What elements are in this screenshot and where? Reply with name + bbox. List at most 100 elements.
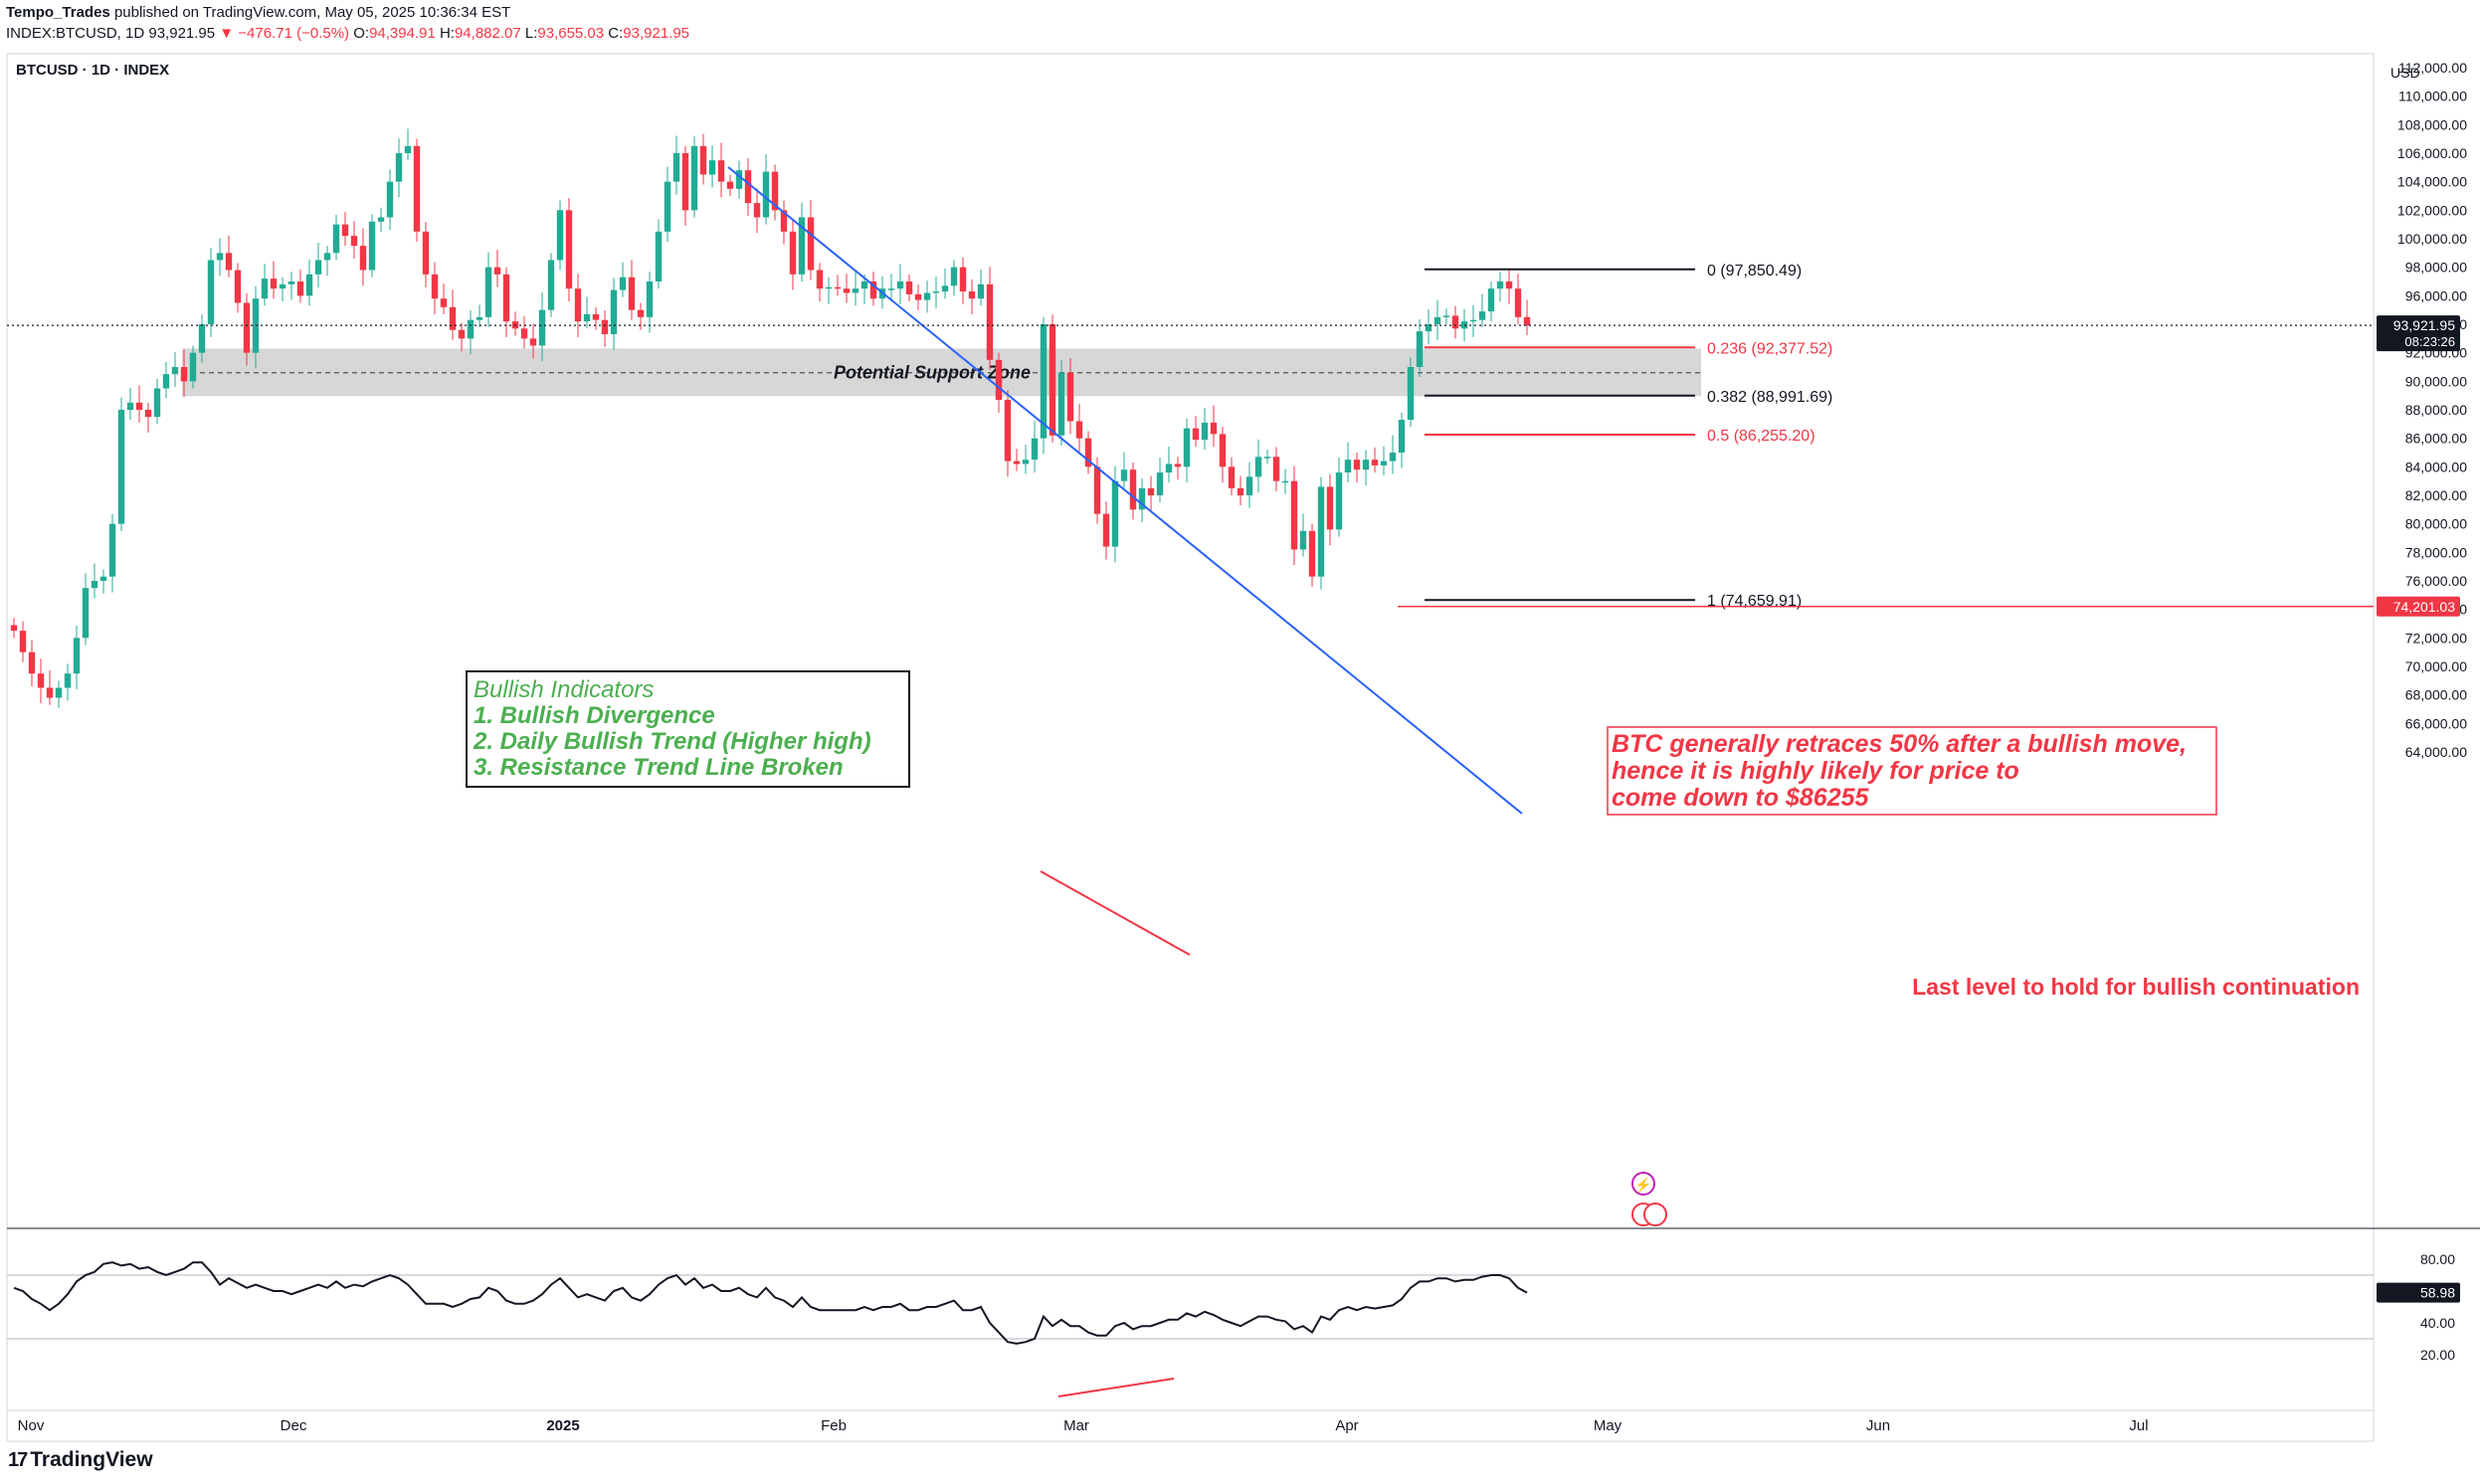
price-tick-label: 86,000.00 (2405, 431, 2467, 447)
high-value: 94,882.07 (454, 25, 521, 42)
candle-body (1174, 464, 1182, 467)
candle-body (458, 329, 466, 339)
candle-body (189, 352, 197, 382)
tradingview-logo-text: TradingView (30, 1448, 153, 1471)
price-tick-label: 64,000.00 (2405, 744, 2467, 760)
time-tick-label: 2025 (546, 1417, 579, 1434)
candle-body (350, 236, 358, 247)
candle-body (19, 631, 27, 652)
rsi-value-badge (2377, 1282, 2460, 1303)
fib-level-label: 1 (74,659.91) (1707, 593, 1802, 610)
current-price-badge (2377, 315, 2460, 352)
price-tick-label: 78,000.00 (2405, 544, 2467, 560)
candle-body (843, 288, 851, 293)
candle-body (717, 160, 725, 182)
last-level-note: Last level to hold for bullish continuat… (1912, 974, 2360, 1000)
candle-body (628, 277, 636, 310)
candle-body (923, 292, 931, 300)
candle-body (1210, 422, 1218, 435)
candle-body (869, 281, 877, 299)
candle-body (386, 181, 394, 218)
countdown-label: 08:23:26 (2404, 334, 2455, 349)
time-tick-label: May (1594, 1417, 1622, 1434)
candle-body (1156, 472, 1164, 495)
candle-body (583, 313, 591, 322)
candle-body (126, 402, 134, 410)
candle-body (413, 145, 421, 232)
us-event-icon (1643, 1203, 1667, 1226)
candle-body (1308, 530, 1316, 577)
candle-body (216, 253, 224, 261)
candle-body (905, 281, 913, 294)
candle-body (547, 260, 555, 310)
bullish-indicator-text: Bullish Indicators (474, 676, 654, 703)
candle-body (1111, 480, 1119, 547)
candle-body (440, 298, 448, 307)
candle-body (82, 588, 90, 639)
price-tick-label: 104,000.00 (2397, 174, 2467, 190)
candle-body (601, 319, 609, 335)
candle-body (1102, 513, 1110, 547)
candle-body (46, 687, 54, 698)
candle-body (914, 293, 922, 300)
candle-body (91, 581, 98, 589)
candle-body (243, 302, 251, 353)
candle-body (1084, 438, 1092, 467)
price-tick-label: 76,000.00 (2405, 573, 2467, 589)
candle-body (1299, 530, 1307, 550)
candle-body (1433, 316, 1441, 324)
chart-title[interactable]: BTCUSD · 1D · INDEX (16, 62, 170, 79)
candle-body (789, 231, 797, 275)
candle-body (834, 286, 842, 289)
symbol-line: INDEX:BTCUSD, 1D (6, 25, 145, 42)
candle-body (726, 181, 734, 189)
current-price-label: 93,921.95 (2393, 317, 2455, 333)
candle-body (180, 367, 188, 382)
high-label: H: (439, 25, 455, 42)
candle-body (1371, 460, 1379, 465)
candle-body (1093, 466, 1101, 514)
price-tick-label: 80,000.00 (2405, 516, 2467, 532)
candle-body (368, 221, 376, 271)
candle-body (807, 217, 815, 271)
candle-body (896, 281, 904, 289)
candle-body (1022, 460, 1030, 464)
rsi-tick-label: 40.00 (2420, 1315, 2455, 1331)
time-tick-label: Apr (1335, 1417, 1358, 1434)
price-tick-label: 72,000.00 (2405, 630, 2467, 646)
candle-body (860, 281, 868, 289)
price-tick-label: 100,000.00 (2397, 231, 2467, 247)
candle-body (1487, 288, 1495, 312)
candle-body (37, 673, 45, 688)
candle-body (664, 181, 671, 232)
last-price: 93,921.95 (148, 25, 216, 42)
price-tick-label: 68,000.00 (2405, 687, 2467, 703)
open-value: 94,394.91 (369, 25, 436, 42)
candle-body (852, 288, 859, 293)
tradingview-logo[interactable]: 17 TradingView (8, 1448, 153, 1472)
candle-body (619, 277, 627, 290)
price-tick-label: 108,000.00 (2397, 116, 2467, 132)
candle-body (995, 359, 1003, 400)
candle-body (108, 523, 116, 577)
candle-body (1281, 480, 1289, 483)
candle-body (1317, 486, 1325, 577)
price-tick-label: 90,000.00 (2405, 373, 2467, 389)
candle-body (422, 231, 430, 275)
currency-label[interactable]: USD (2390, 65, 2420, 81)
time-tick-label: Mar (1063, 1417, 1089, 1434)
candle-body (359, 246, 367, 271)
retrace-note-text: come down to $86255 (1612, 784, 1870, 812)
rsi-tick-label: 20.00 (2420, 1347, 2455, 1363)
retrace-note-text: hence it is highly likely for price to (1612, 757, 2019, 785)
candle-body (162, 374, 170, 389)
candle-body (73, 638, 81, 674)
candle-body (1004, 399, 1012, 462)
close-value: 93,921.95 (623, 25, 690, 42)
candle-body (780, 210, 788, 232)
author-name[interactable]: Tempo_Trades (6, 4, 110, 21)
candle-body (762, 171, 770, 218)
candle-body (1049, 324, 1056, 436)
